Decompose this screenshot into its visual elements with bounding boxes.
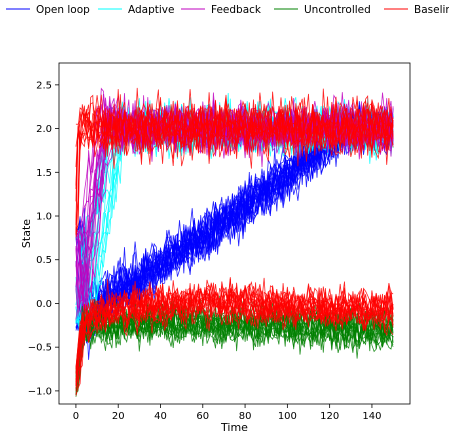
series-baseline [75, 277, 394, 396]
x-tick-label: 60 [196, 411, 209, 422]
y-axis-ticks: −1.0 −0.5 0.0 0.5 1.0 1.5 2.0 2.5 [28, 80, 59, 397]
x-tick-label: 20 [112, 411, 125, 422]
y-tick-label: 2.5 [36, 80, 52, 91]
x-tick-label: 100 [278, 411, 297, 422]
trajectory-line [75, 94, 394, 226]
legend-item-baseline: Baseline [384, 4, 449, 16]
trajectory-line [75, 88, 394, 230]
legend-item-feedback: Feedback [181, 4, 262, 16]
x-tick-label: 80 [239, 411, 252, 422]
x-axis-ticks: 0 20 40 60 80 100 120 140 [73, 404, 381, 422]
x-tick-label: 40 [154, 411, 167, 422]
y-tick-label: 1.5 [36, 168, 52, 179]
y-tick-label: −0.5 [28, 343, 52, 354]
x-tick-label: 0 [73, 411, 79, 422]
legend-label: Adaptive [128, 4, 174, 16]
trajectory-line [75, 281, 394, 382]
y-tick-label: 0.5 [36, 255, 52, 266]
y-tick-label: −1.0 [28, 386, 52, 397]
legend-label: Baseline [414, 4, 449, 16]
legend-label: Feedback [211, 4, 262, 16]
legend-item-adaptive: Adaptive [98, 4, 174, 16]
legend-label: Uncontrolled [304, 4, 371, 16]
legend-item-uncontrolled: Uncontrolled [274, 4, 371, 16]
y-tick-label: 2.0 [36, 124, 52, 135]
trajectory-line [75, 288, 394, 375]
x-tick-label: 140 [362, 411, 381, 422]
y-tick-label: 0.0 [36, 299, 52, 310]
series-baseline [75, 87, 394, 238]
y-axis-label: State [20, 219, 33, 248]
legend: Open loop Adaptive Feedback Uncontrolled Bas… [6, 4, 449, 16]
x-axis-label: Time [220, 421, 248, 434]
legend-label: Open loop [36, 4, 90, 16]
trajectory-line [75, 304, 394, 377]
y-tick-label: 1.0 [36, 212, 52, 223]
plot-frame [58, 62, 411, 405]
plot-traces [75, 87, 394, 397]
trajectory-line [75, 278, 394, 368]
legend-item-open-loop: Open loop [6, 4, 90, 16]
x-tick-label: 120 [320, 411, 339, 422]
